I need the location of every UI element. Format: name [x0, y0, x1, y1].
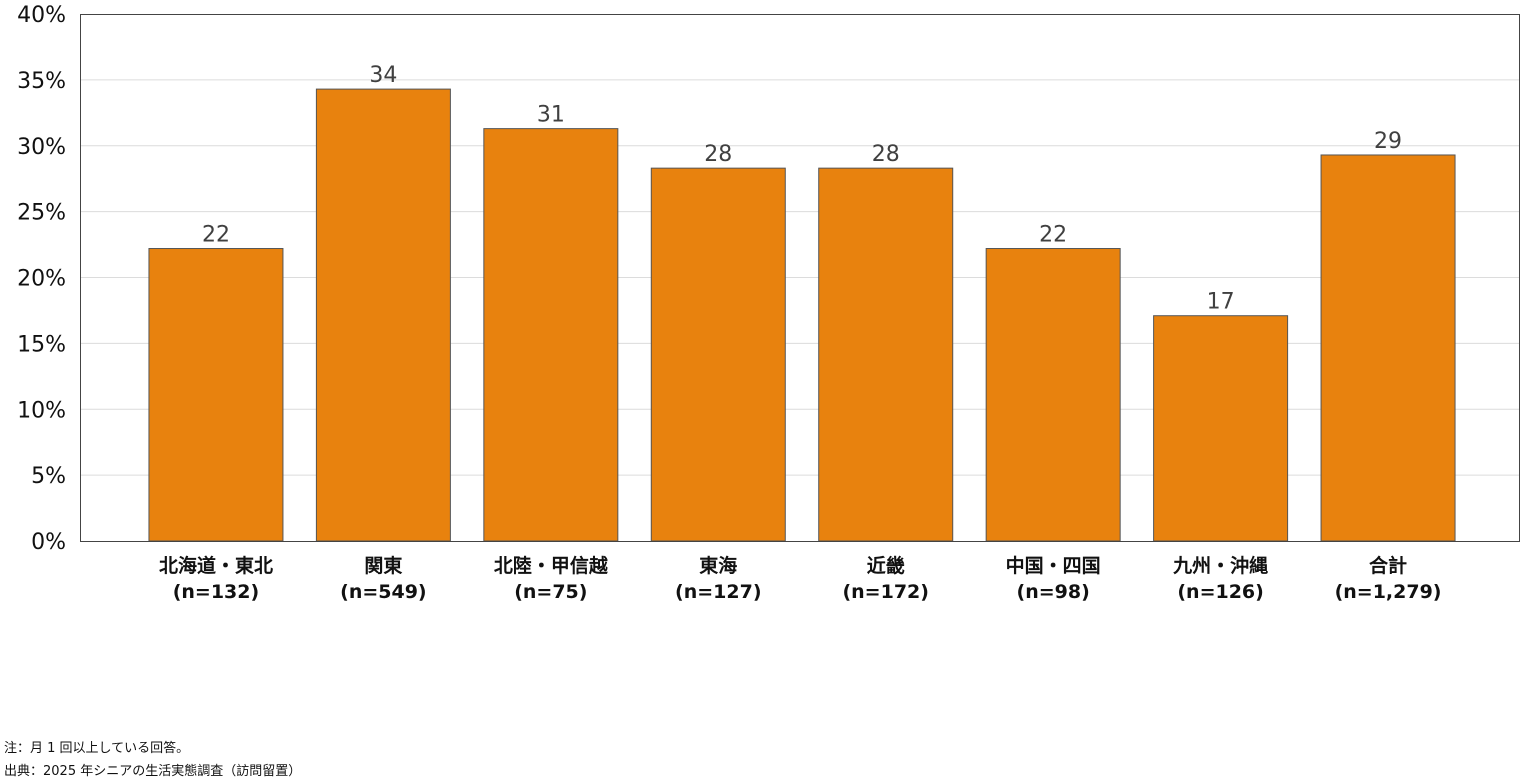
- x-tick-sample-size: (n=75): [514, 581, 587, 603]
- bar: [148, 248, 284, 542]
- footnotes: 注：月 1 回以上している回答。 出典：2025 年シニアの生活実態調査（訪問留…: [4, 737, 301, 783]
- y-axis: 0% 5% 10% 15% 20% 25% 30% 35% 40%: [17, 3, 66, 555]
- x-tick-sample-size: (n=132): [173, 581, 259, 603]
- x-tick-label: 合計: [1369, 554, 1407, 577]
- x-tick-sample-size: (n=1,279): [1335, 581, 1442, 603]
- x-tick-sample-size: (n=172): [842, 581, 928, 603]
- x-tick-label: 九州・沖縄: [1172, 554, 1268, 577]
- data-label: 31: [537, 103, 565, 128]
- y-tick-label: 5%: [31, 464, 66, 489]
- x-tick-label: 近畿: [867, 554, 905, 577]
- bar-chart: 22 34 31 28 28 22 17 29 0% 5% 10% 15% 20% 25% 30% 35% 4…: [17, 3, 1520, 603]
- bar: [1153, 315, 1289, 542]
- bar: [818, 167, 954, 542]
- x-tick-label: 中国・四国: [1006, 554, 1101, 577]
- bar: [483, 128, 619, 542]
- x-tick-label: 北陸・甲信越: [494, 554, 609, 577]
- x-tick-label: 関東: [364, 554, 402, 577]
- data-label: 22: [202, 223, 230, 248]
- data-label: 34: [369, 63, 397, 88]
- bar: [650, 167, 786, 542]
- source-line: 出典：2025 年シニアの生活実態調査（訪問留置）: [4, 764, 302, 779]
- plot-frame: [80, 14, 1520, 542]
- x-tick-label: 東海: [699, 554, 737, 577]
- x-tick-sample-size: (n=549): [340, 581, 426, 603]
- x-tick-sample-size: (n=127): [675, 581, 761, 603]
- data-label: 28: [872, 142, 900, 167]
- data-label: 28: [704, 142, 732, 167]
- y-tick-label: 10%: [17, 398, 66, 423]
- bar: [985, 248, 1121, 542]
- bar: [1320, 154, 1456, 542]
- y-tick-label: 0%: [31, 530, 66, 555]
- y-tick-label: 25%: [17, 201, 66, 226]
- y-tick-label: 35%: [17, 69, 66, 94]
- data-label: 17: [1207, 290, 1235, 315]
- data-label: 22: [1039, 223, 1067, 248]
- x-tick-sample-size: (n=126): [1177, 581, 1263, 603]
- y-tick-label: 15%: [17, 332, 66, 357]
- y-tick-label: 30%: [17, 135, 66, 160]
- bars: [148, 88, 1456, 542]
- note-line: 注：月 1 回以上している回答。: [4, 741, 190, 756]
- data-labels: 22 34 31 28 28 22 17 29: [202, 63, 1402, 315]
- y-tick-label: 20%: [17, 267, 66, 292]
- data-label: 29: [1374, 129, 1402, 154]
- x-tick-label: 北海道・東北: [159, 554, 273, 577]
- bar: [315, 88, 451, 542]
- y-tick-label: 40%: [17, 3, 66, 28]
- x-axis: 北海道・東北 (n=132) 関東 (n=549) 北陸・甲信越 (n=75) 東海 (n=1…: [159, 554, 1442, 603]
- x-tick-sample-size: (n=98): [1017, 581, 1090, 603]
